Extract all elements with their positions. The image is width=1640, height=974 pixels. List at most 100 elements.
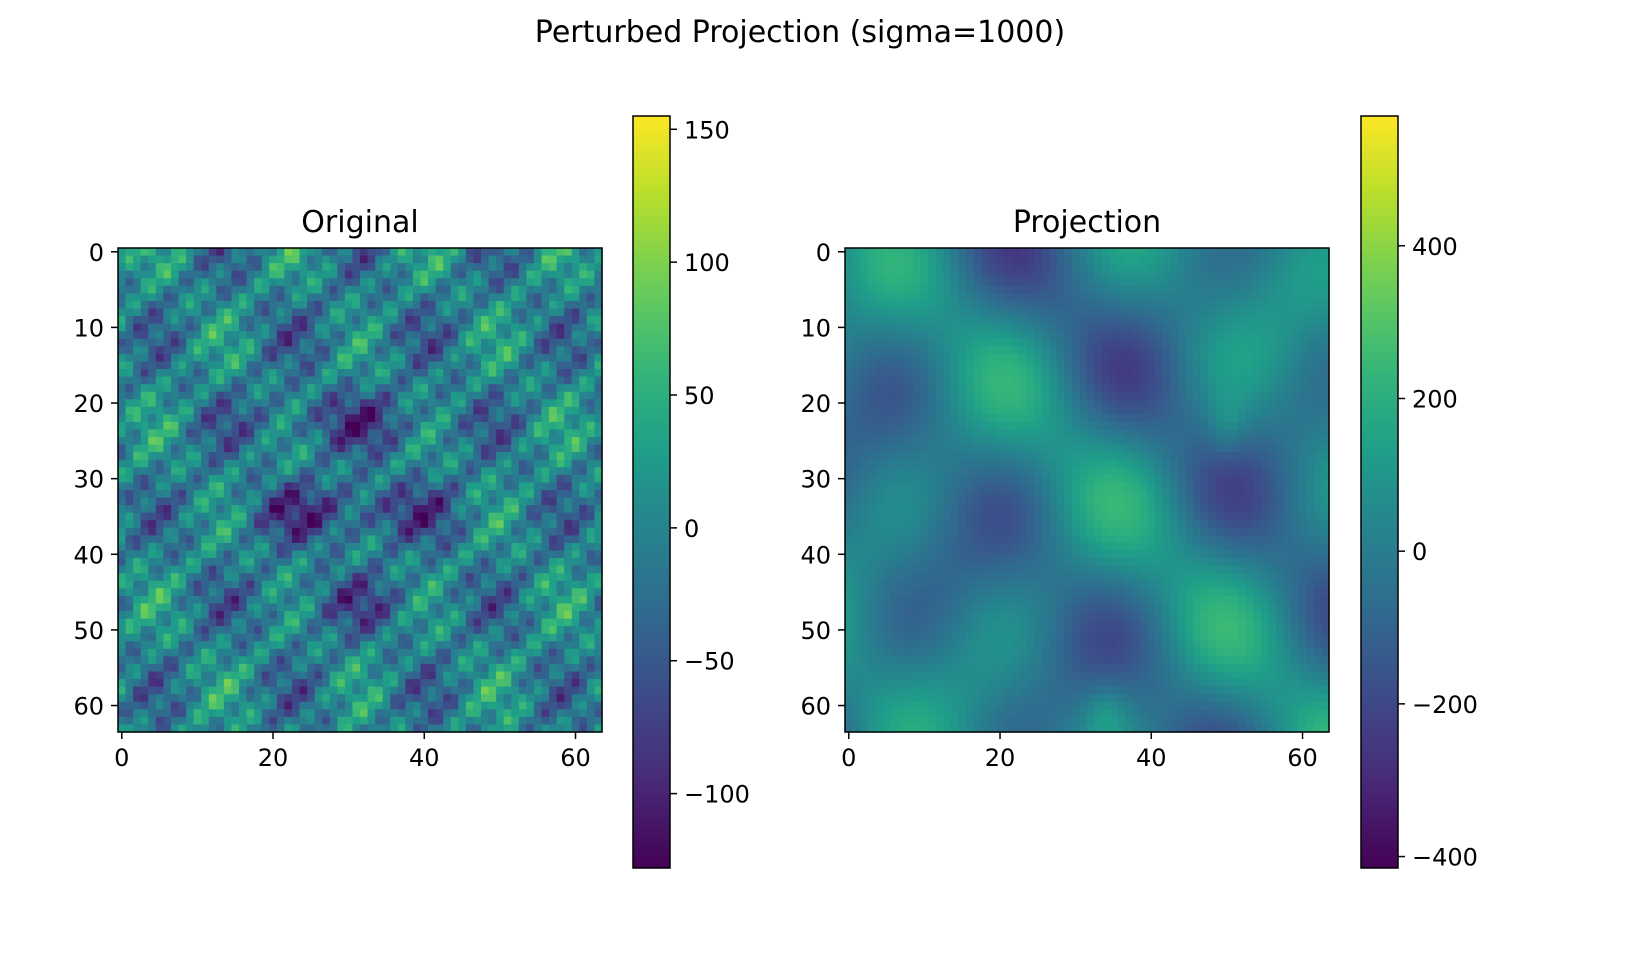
heatmap-cell: [246, 679, 255, 688]
heatmap-cell: [276, 459, 285, 468]
heatmap-cell: [322, 338, 331, 347]
heatmap-cell: [428, 300, 437, 310]
heatmap-cell: [428, 361, 437, 370]
heatmap-cell: [1026, 323, 1035, 332]
heatmap-cell: [897, 270, 907, 279]
heatmap-cell: [337, 384, 346, 393]
heatmap-cell: [322, 595, 331, 605]
heatmap-cell: [360, 656, 369, 665]
heatmap-cell: [201, 293, 210, 302]
heatmap-cell: [344, 663, 354, 673]
heatmap-cell: [586, 550, 596, 559]
heatmap-cell: [390, 694, 399, 703]
heatmap-cell: [435, 391, 444, 400]
heatmap-cell: [322, 270, 331, 279]
heatmap-cell: [973, 248, 982, 257]
heatmap-cell: [314, 550, 323, 559]
heatmap-cell: [1215, 285, 1224, 294]
heatmap-cell: [246, 376, 255, 385]
heatmap-cell: [170, 618, 180, 627]
heatmap-cell: [420, 399, 429, 408]
heatmap-cell: [1041, 285, 1050, 294]
heatmap-cell: [118, 399, 127, 408]
heatmap-cell: [913, 346, 922, 355]
heatmap-cell: [360, 414, 369, 423]
heatmap-cell: [254, 512, 263, 521]
heatmap-cell: [360, 300, 369, 310]
heatmap-cell: [564, 248, 573, 257]
heatmap-cell: [428, 694, 437, 703]
heatmap-cell: [186, 716, 195, 726]
heatmap-cell: [905, 270, 914, 279]
heatmap-cell: [473, 671, 482, 680]
heatmap-cell: [481, 376, 490, 385]
heatmap-cell: [511, 626, 520, 635]
heatmap-cell: [1291, 293, 1300, 302]
heatmap-cell: [223, 331, 233, 340]
heatmap-cell: [178, 497, 187, 506]
heatmap-cell: [913, 331, 922, 340]
heatmap-cell: [201, 527, 210, 536]
heatmap-cell: [443, 595, 452, 605]
heatmap-cell: [443, 603, 452, 612]
heatmap-cell: [125, 542, 134, 552]
heatmap-cell: [549, 308, 558, 317]
colorbar-tick-label: 100: [684, 249, 730, 277]
heatmap-cell: [178, 550, 187, 559]
heatmap-cell: [1087, 300, 1096, 310]
heatmap-cell: [1260, 323, 1270, 332]
heatmap-cell: [322, 399, 331, 408]
heatmap-cell: [375, 248, 384, 257]
heatmap-cell: [367, 724, 376, 733]
heatmap-cell: [511, 490, 520, 499]
heatmap-cell: [314, 467, 323, 476]
heatmap-cell: [518, 308, 527, 317]
heatmap-cell: [269, 550, 278, 559]
heatmap-cell: [246, 429, 255, 438]
heatmap-cell: [367, 300, 376, 310]
heatmap-cell: [216, 565, 225, 574]
heatmap-cell: [186, 323, 195, 332]
heatmap-cell: [284, 444, 293, 453]
heatmap-cell: [216, 338, 225, 347]
heatmap-cell: [473, 505, 482, 514]
heatmap-cell: [981, 338, 990, 347]
heatmap-cell: [1313, 248, 1323, 257]
heatmap-cell: [533, 300, 543, 310]
heatmap-cell: [488, 542, 497, 552]
heatmap-cell: [216, 391, 225, 400]
heatmap-cell: [526, 490, 535, 499]
heatmap-cell: [549, 694, 558, 703]
heatmap-cell: [254, 505, 263, 514]
heatmap-cell: [496, 300, 505, 310]
heatmap-cell: [428, 716, 437, 726]
heatmap-cell: [269, 580, 278, 589]
heatmap-cell: [118, 490, 127, 499]
heatmap-cell: [148, 671, 157, 680]
heatmap-cell: [291, 512, 301, 521]
heatmap-cell: [435, 263, 444, 272]
heatmap-cell: [367, 671, 376, 680]
heatmap-cell: [397, 565, 406, 574]
heatmap-cell: [412, 671, 422, 680]
heatmap-cell: [496, 626, 505, 635]
heatmap-cell: [405, 293, 414, 302]
heatmap-cell: [996, 248, 1005, 257]
heatmap-cell: [337, 520, 346, 529]
heatmap-cell: [412, 626, 422, 635]
heatmap-cell: [208, 611, 217, 620]
heatmap-cell: [586, 497, 596, 506]
heatmap-cell: [163, 580, 172, 589]
heatmap-cell: [412, 437, 422, 446]
heatmap-cell: [397, 542, 406, 552]
heatmap-cell: [594, 716, 603, 726]
heatmap-cell: [890, 300, 899, 310]
heatmap-cell: [1079, 285, 1088, 294]
heatmap-cell: [867, 316, 876, 325]
heatmap-cell: [1253, 248, 1262, 257]
heatmap-cell: [118, 512, 127, 521]
heatmap-cell: [473, 346, 482, 355]
heatmap-cell: [231, 671, 240, 680]
heatmap-cell: [1034, 346, 1043, 355]
heatmap-cell: [178, 406, 187, 415]
